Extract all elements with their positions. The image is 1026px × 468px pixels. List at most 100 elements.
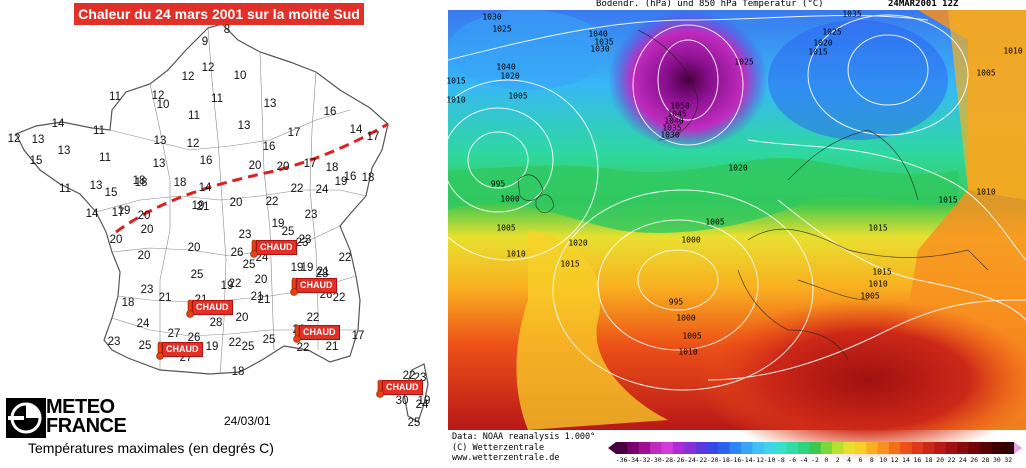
temperature-value: 13	[152, 158, 166, 170]
isobar-label: 1010	[868, 279, 888, 289]
temperature-value: 27	[167, 328, 181, 340]
temperature-value: 12	[181, 71, 195, 83]
colorbar-tick-label: -18	[718, 456, 730, 464]
temperature-value: 18	[132, 175, 146, 187]
isobar-label: 1000	[500, 194, 520, 204]
meteo-france-wordmark: METEO FRANCE	[46, 396, 127, 437]
temperature-value: 17	[303, 158, 317, 170]
temperature-value: 30	[395, 395, 409, 407]
isobar-label: 1020	[500, 71, 520, 81]
colorbar-tick-label: -12	[752, 456, 765, 464]
temperature-value: 17	[287, 127, 301, 139]
temperature-value: 22	[306, 312, 320, 324]
isobar-label: 1005	[705, 217, 725, 227]
colorbar-swatch	[809, 442, 822, 454]
wetterzentrale-pressure-map-panel: Bodendr. (hPa) und 850 hPa Temperatur (°…	[446, 0, 1026, 468]
credit-line-1: Data: NOAA reanalysis 1.000°	[452, 432, 596, 442]
temperature-value: 25	[242, 259, 256, 271]
temperature-value: 13	[89, 180, 103, 192]
colorbar-swatch	[763, 442, 776, 454]
isobar-label: 1015	[872, 267, 892, 277]
temperature-value: 19	[334, 176, 348, 188]
isobar-label: 1020	[813, 38, 833, 48]
colorbar-tick-label: 12	[890, 456, 899, 464]
colorbar-tick-label: -22	[695, 456, 708, 464]
isobar-label: 1040	[664, 116, 684, 126]
temperature-value: 20	[140, 224, 154, 236]
temperature-value: 28	[209, 317, 223, 329]
map-header: Bodendr. (hPa) und 850 hPa Temperatur (°…	[448, 0, 1026, 10]
temperature-value: 20	[137, 250, 151, 262]
temperature-value: 21	[257, 294, 271, 306]
isobar-label: 1030	[590, 44, 610, 54]
temperature-value: 21	[196, 201, 210, 213]
map-credits: Data: NOAA reanalysis 1.000° (C) Wetterz…	[452, 432, 595, 464]
colorbar-swatch	[843, 442, 856, 454]
isobar-label: 1035	[842, 9, 862, 19]
colorbar-swatch	[832, 442, 844, 454]
chaud-marker-5: CHAUD	[162, 342, 203, 357]
isobar-label: 1005	[508, 91, 528, 101]
colorbar-swatch	[729, 442, 742, 454]
isobar-label: 1015	[808, 47, 828, 57]
temperature-value: 18	[121, 297, 135, 309]
temperature-value: 20	[229, 197, 243, 209]
isobar-label: 1015	[938, 195, 958, 205]
colorbar-swatch	[786, 442, 799, 454]
map-header-timestamp: 24MAR2001 12Z	[888, 0, 959, 9]
colorbar-swatch	[877, 442, 890, 454]
temperature-value: 17	[351, 330, 365, 342]
temperature-value: 26	[187, 332, 201, 344]
chaud-marker-6: CHAUD	[382, 380, 423, 395]
colorbar-arrow-left	[608, 442, 616, 454]
isobar-label: 1005	[682, 331, 702, 341]
colorbar-swatch	[968, 442, 981, 454]
temperature-value: 24	[136, 318, 150, 330]
colorbar-swatch	[741, 442, 753, 454]
colorbar-tick-label: 32	[1004, 456, 1013, 464]
map-legend: Températures maximales (en degrés C)	[28, 440, 274, 456]
isobar-label: 1010	[1003, 46, 1023, 56]
temperature-value: 11	[109, 91, 121, 103]
temperature-value: 25	[138, 340, 152, 352]
temperature-value: 25	[241, 341, 255, 353]
colorbar-tick-label: -30	[649, 456, 662, 464]
isobar-label: 1010	[506, 249, 526, 259]
colorbar-swatch	[752, 442, 765, 454]
colorbar-swatch	[616, 442, 628, 454]
temperature-value: 12	[201, 62, 215, 74]
temperature-value: 21	[325, 341, 339, 353]
isobar-label: 1045	[667, 109, 687, 119]
temperature-value: 16	[199, 155, 213, 167]
temperature-value: 25	[407, 417, 421, 429]
temperature-value: 14	[349, 124, 363, 136]
temperature-value: 20	[276, 161, 290, 173]
temperature-value: 26	[230, 247, 244, 259]
temperature-value: 13	[57, 145, 71, 157]
temperature-value: 19	[290, 262, 304, 274]
temperature-value: 22	[296, 342, 310, 354]
temperature-value: 12	[186, 138, 200, 150]
temperature-value: 17	[366, 131, 380, 143]
temperature-value: 11	[99, 152, 111, 164]
temperature-value: 11	[59, 183, 71, 195]
isobar-label: 1035	[662, 123, 682, 133]
temperature-value: 12	[151, 90, 165, 102]
corsica-outline	[403, 363, 429, 423]
credit-line-2: (C) Wetterzentrale	[452, 442, 545, 453]
temperature-value: 19	[417, 395, 431, 407]
temperature-value: 28	[315, 268, 329, 280]
coastline	[517, 29, 989, 361]
colorbar-swatch	[957, 442, 970, 454]
temperature-value: 8	[223, 24, 231, 36]
colorbar-swatch	[672, 442, 685, 454]
france-border	[15, 23, 389, 375]
colorbar-tick-label: -26	[672, 456, 685, 464]
colorbar-swatch	[1002, 442, 1015, 454]
temperature-value: 13	[263, 98, 277, 110]
temperature-value: 23	[238, 229, 252, 241]
isobar-label: 1025	[734, 57, 754, 67]
temperature-value: 25	[262, 334, 276, 346]
chaud-marker-2: CHAUD	[192, 300, 233, 315]
temperature-value: 13	[153, 135, 167, 147]
